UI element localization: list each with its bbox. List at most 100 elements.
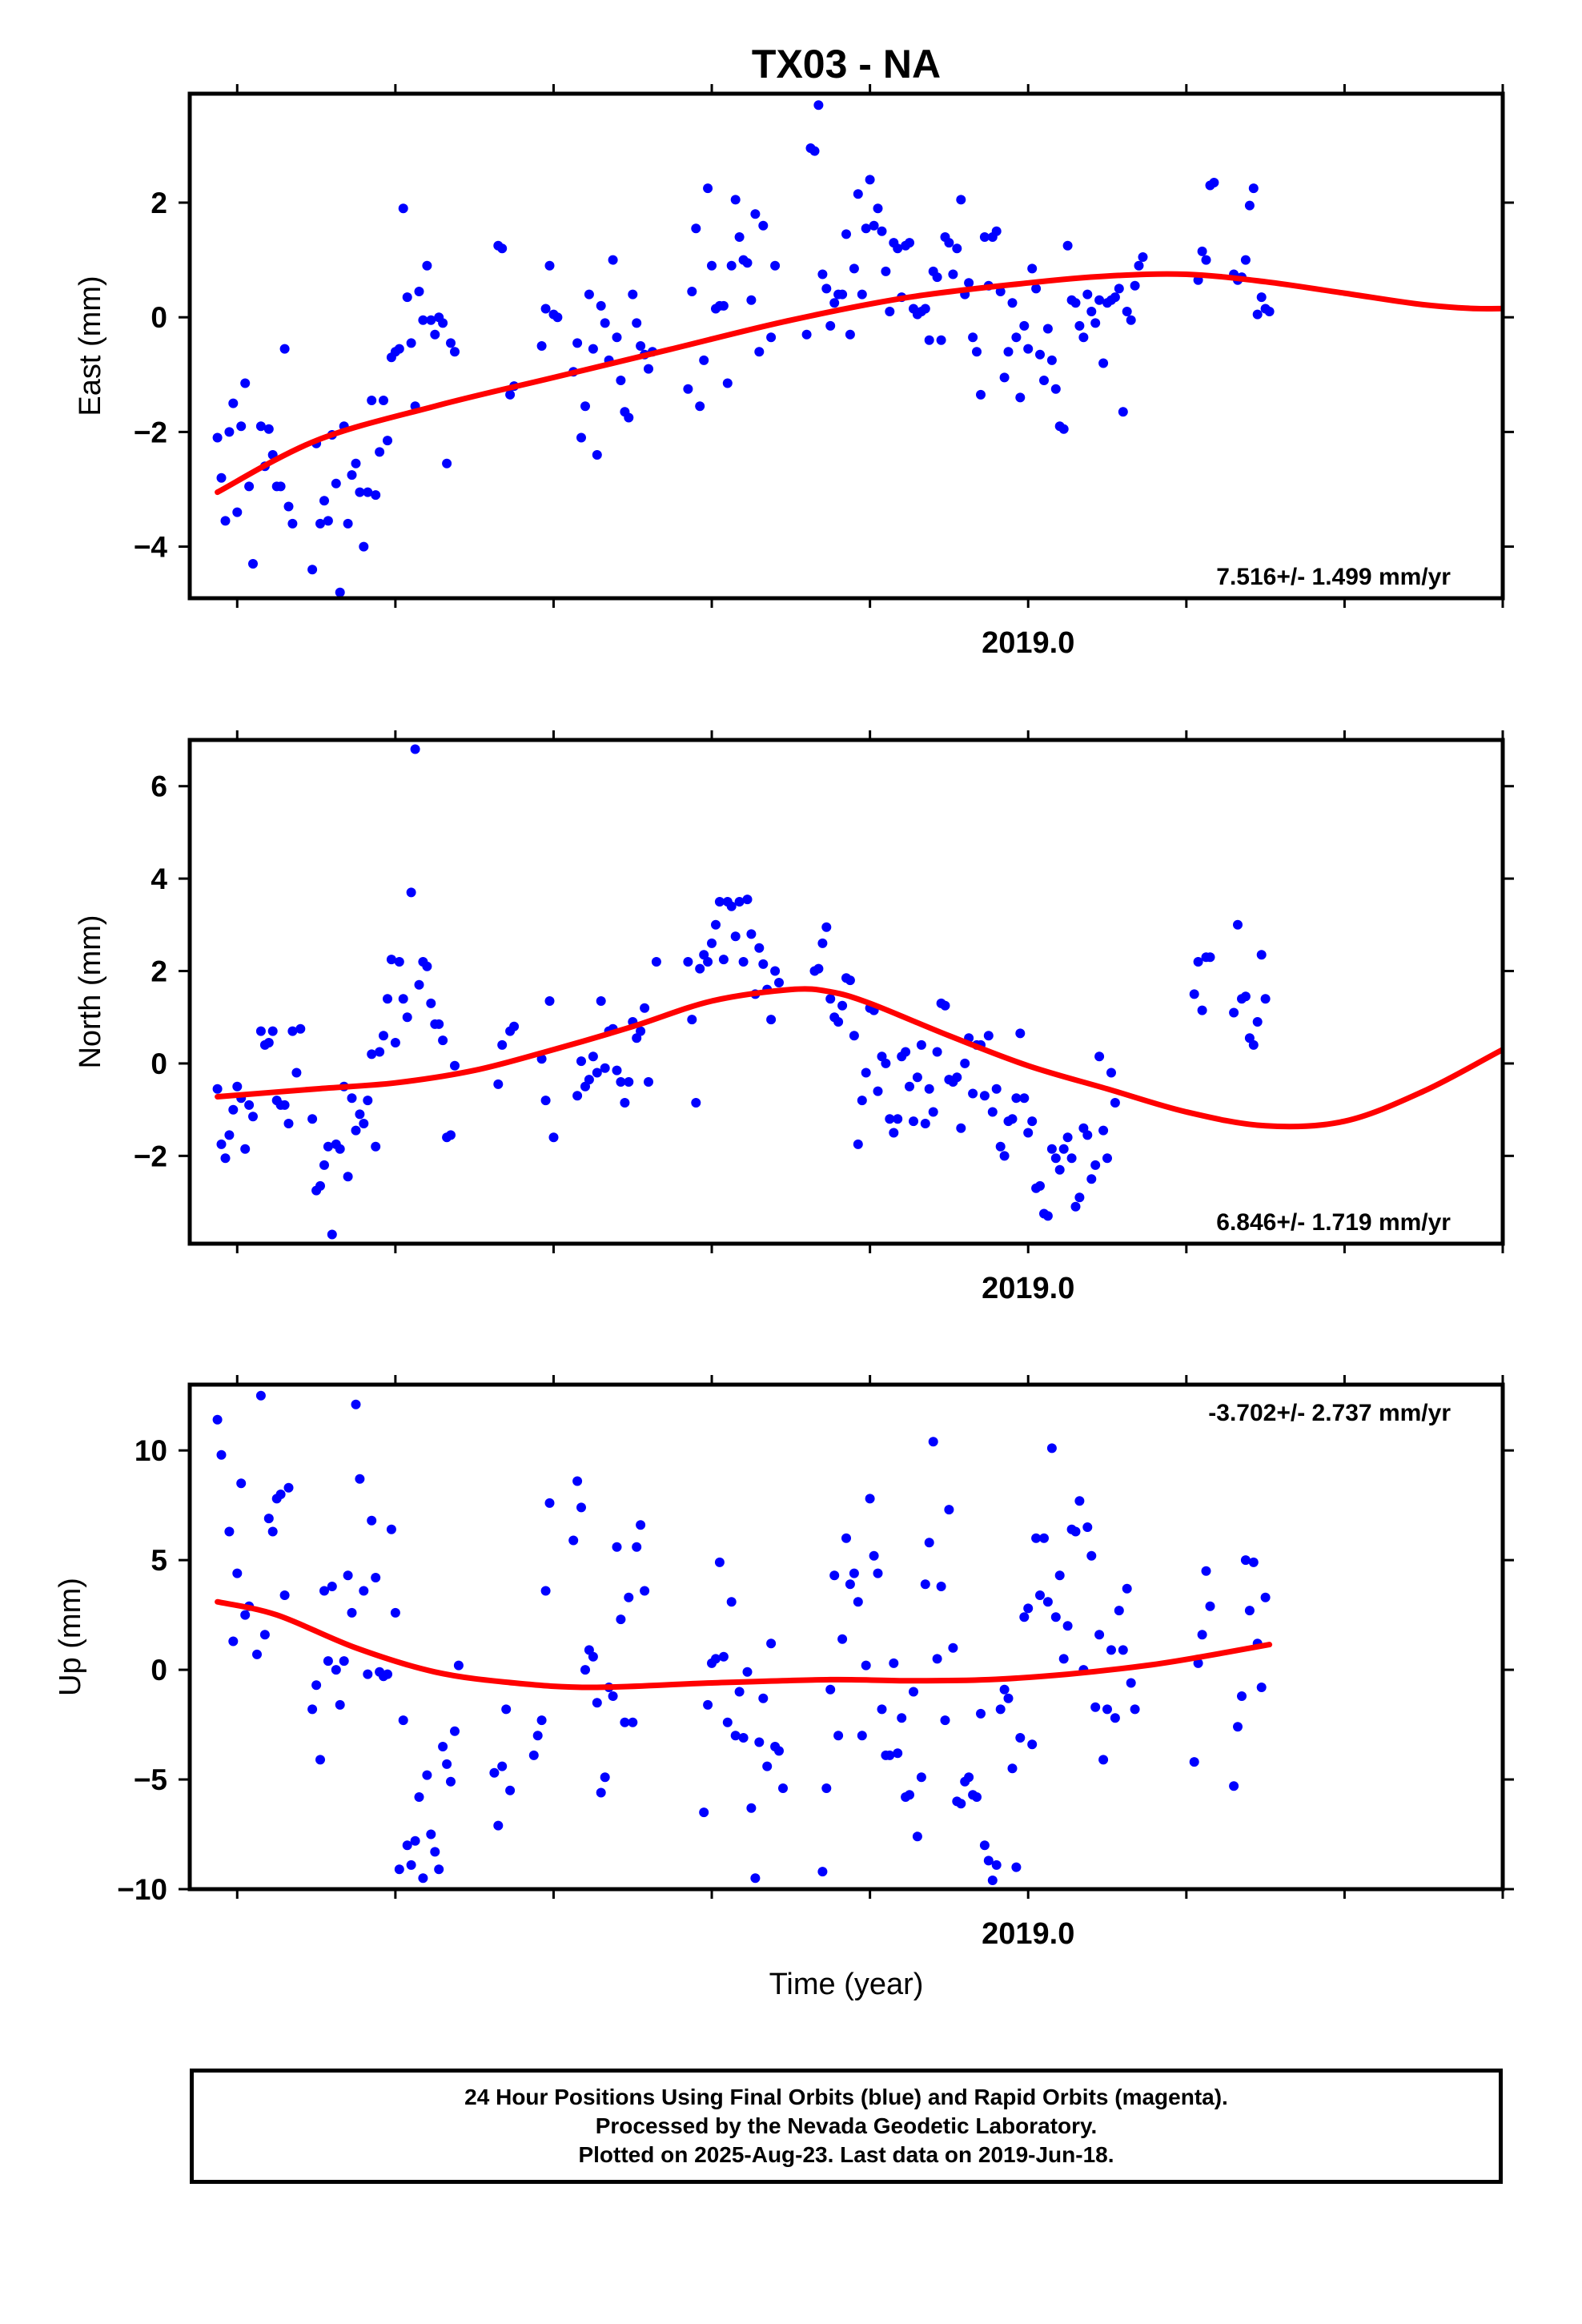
footer-line-2: Processed by the Nevada Geodetic Laborat… (595, 2113, 1098, 2138)
east-data-point (544, 260, 555, 271)
north-data-point (920, 1119, 930, 1128)
up-data-point (394, 1864, 404, 1875)
east-data-point (1003, 347, 1014, 357)
east-data-point (355, 487, 365, 497)
up-data-point (999, 1684, 1010, 1695)
up-data-point (920, 1579, 930, 1590)
up-data-point (438, 1742, 448, 1751)
east-data-point (920, 304, 930, 314)
north-data-point (861, 1068, 871, 1078)
north-data-point (359, 1119, 369, 1128)
up-data-point (738, 1733, 749, 1743)
up-data-point (544, 1498, 555, 1508)
up-data-point (1046, 1443, 1057, 1454)
up-data-point (861, 1660, 871, 1671)
up-data-point (216, 1449, 227, 1460)
north-data-point (497, 1039, 508, 1050)
east-data-point (536, 341, 547, 351)
north-data-point (909, 1116, 918, 1127)
east-data-point (1023, 344, 1034, 354)
north-data-point (821, 922, 832, 932)
up-data-point (263, 1514, 274, 1524)
east-data-point (612, 332, 622, 343)
east-data-point (359, 541, 369, 552)
up-data-point (825, 1684, 836, 1695)
up-data-point (446, 1776, 456, 1787)
up-data-point (1058, 1654, 1069, 1664)
up-data-point (718, 1651, 729, 1662)
north-data-point (987, 1107, 998, 1117)
up-data-point (1094, 1630, 1105, 1640)
east-data-point (1197, 246, 1207, 256)
east-data-point (1046, 355, 1057, 365)
up-data-point (841, 1533, 851, 1543)
east-data-point (1094, 295, 1105, 305)
east-data-point (402, 292, 412, 303)
east-data-point (1007, 298, 1018, 308)
east-data-point (1086, 307, 1097, 316)
north-data-point (1035, 1180, 1045, 1191)
up-data-point (572, 1476, 583, 1486)
east-data-point (726, 260, 737, 271)
north-data-point (1240, 991, 1251, 1002)
north-data-point (857, 1096, 867, 1106)
up-y-tick-label: −10 (117, 1873, 167, 1906)
east-data-point (758, 220, 769, 231)
up-data-point (1050, 1612, 1061, 1622)
east-data-point (624, 412, 634, 423)
up-data-point (1054, 1570, 1065, 1581)
east-data-point (1256, 292, 1267, 303)
east-data-point (837, 289, 848, 300)
east-data-point (948, 269, 958, 279)
north-data-point (398, 994, 408, 1004)
north-data-point (726, 901, 737, 911)
north-data-point (263, 1038, 274, 1047)
north-plot-frame (187, 738, 1505, 1246)
east-data-point (287, 518, 298, 529)
up-data-point (734, 1687, 745, 1697)
up-data-point (865, 1494, 875, 1504)
east-data-point (691, 223, 701, 234)
up-data-point (580, 1665, 590, 1675)
north-data-point (711, 919, 721, 930)
up-data-point (1114, 1606, 1124, 1616)
east-data-point (283, 501, 294, 512)
north-data-point (889, 1128, 899, 1138)
up-data-point (505, 1785, 516, 1795)
north-data-point (327, 1229, 337, 1240)
east-data-point (976, 389, 986, 400)
up-data-point (714, 1557, 725, 1567)
north-data-point (893, 1114, 903, 1124)
east-data-point (746, 295, 757, 305)
north-data-point (323, 1141, 333, 1152)
up-data-point (916, 1772, 926, 1783)
east-data-point (995, 287, 1006, 296)
up-data-point (1130, 1704, 1140, 1715)
north-data-point (912, 1072, 922, 1083)
up-data-point (979, 1840, 990, 1851)
north-data-point (406, 887, 416, 898)
north-data-point (255, 1026, 266, 1036)
up-data-point (932, 1654, 942, 1664)
east-data-point (628, 289, 638, 300)
east-data-point (347, 470, 357, 480)
north-data-point (596, 996, 606, 1006)
up-data-point (1039, 1533, 1049, 1543)
north-data-point (1078, 1123, 1089, 1133)
up-data-point (703, 1699, 713, 1710)
north-data-point (291, 1068, 302, 1078)
north-data-point (968, 1088, 978, 1099)
up-data-point (1256, 1683, 1267, 1692)
east-y-tick-label: −4 (134, 531, 168, 564)
east-data-point (683, 384, 693, 394)
north-data-point (493, 1079, 504, 1089)
up-data-point (608, 1691, 618, 1701)
up-data-point (319, 1586, 329, 1596)
up-data-point (885, 1750, 895, 1760)
east-data-point (232, 507, 243, 517)
east-data-point (1058, 424, 1069, 434)
up-data-point (422, 1770, 432, 1780)
up-data-point (311, 1680, 322, 1691)
north-data-point (703, 957, 713, 967)
east-data-point (1082, 289, 1093, 300)
